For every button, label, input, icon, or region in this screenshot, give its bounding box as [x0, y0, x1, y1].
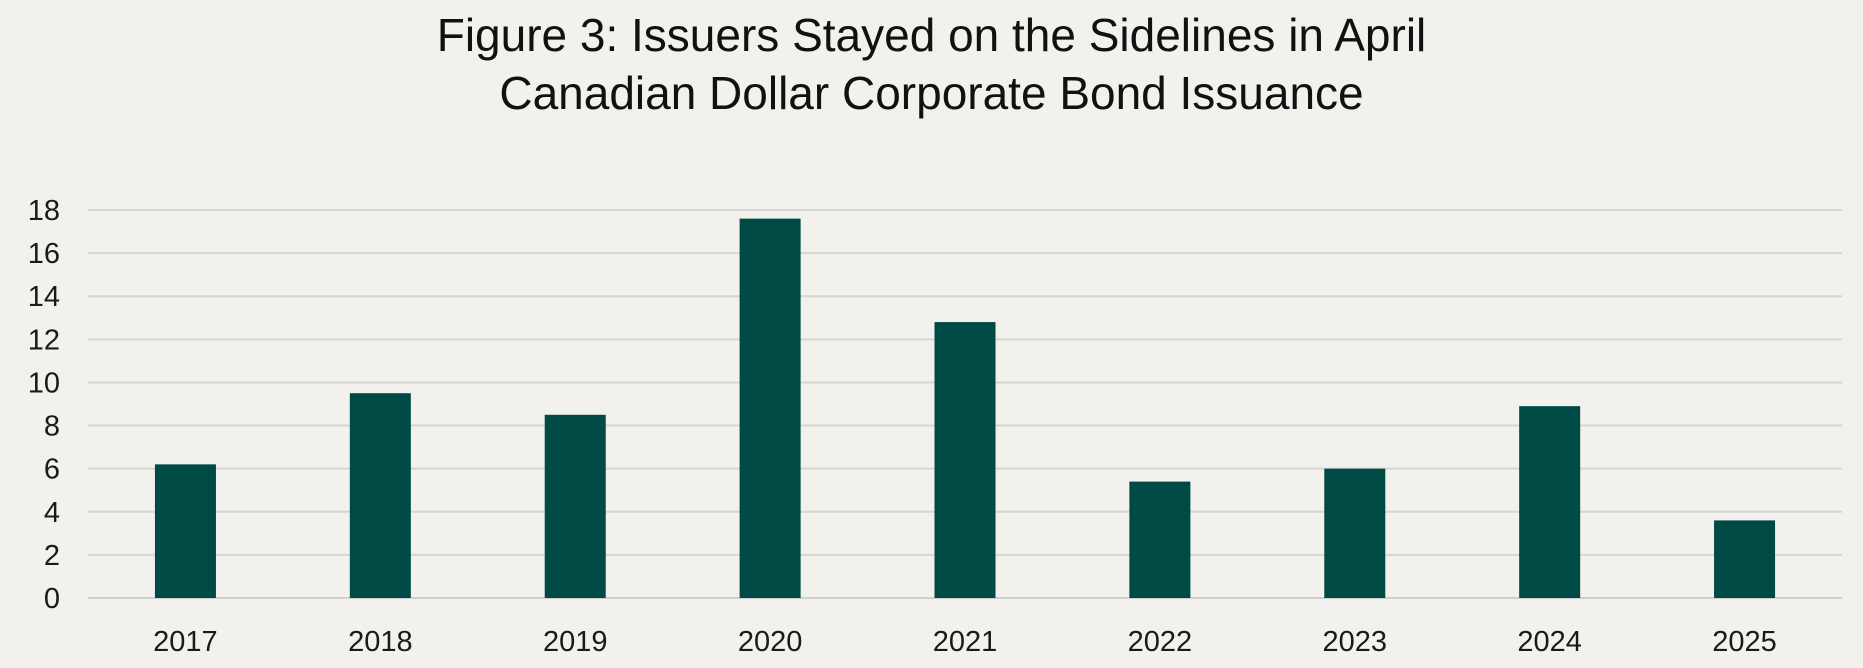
bar-2022 — [1129, 481, 1191, 598]
bars — [154, 218, 1776, 598]
x-tick-label: 2022 — [1128, 626, 1193, 658]
y-tick-label: 8 — [44, 411, 60, 443]
x-tick-label: 2024 — [1517, 626, 1582, 658]
x-axis-tick-labels: 2017 2018 2019 2020 2021 2022 2023 2024 2025 — [153, 626, 1777, 658]
bar-2020 — [739, 218, 801, 598]
chart-subtitle: Canadian Dollar Corporate Bond Issuance — [499, 67, 1364, 119]
y-tick-label: 2 — [44, 540, 60, 572]
chart-titles: Figure 3: Issuers Stayed on the Sideline… — [0, 6, 1863, 122]
x-tick-label: 2023 — [1323, 626, 1388, 658]
x-tick-label: 2025 — [1712, 626, 1777, 658]
x-tick-label: 2017 — [153, 626, 218, 658]
y-tick-label: 16 — [28, 238, 60, 270]
bar-2017 — [154, 464, 216, 598]
y-tick-label: 0 — [44, 583, 60, 615]
chart-title: Figure 3: Issuers Stayed on the Sideline… — [436, 9, 1427, 61]
bar-2021 — [934, 322, 996, 598]
bar-2023 — [1324, 468, 1386, 598]
y-tick-label: 6 — [44, 454, 60, 486]
x-tick-label: 2018 — [348, 626, 413, 658]
bar-2019 — [544, 414, 606, 598]
x-tick-label: 2021 — [933, 626, 998, 658]
y-tick-label: 18 — [28, 195, 60, 227]
x-tick-label: 2019 — [543, 626, 608, 658]
y-tick-label: 14 — [28, 281, 60, 313]
y-tick-label: 4 — [44, 497, 60, 529]
bar-2018 — [349, 393, 411, 598]
x-tick-label: 2020 — [738, 626, 803, 658]
bar-2024 — [1519, 406, 1581, 598]
y-tick-label: 12 — [28, 324, 60, 356]
bar-2025 — [1714, 520, 1776, 598]
y-tick-label: 10 — [28, 367, 60, 399]
y-axis-tick-labels: 0 2 4 6 8 10 12 14 16 18 — [28, 195, 60, 615]
